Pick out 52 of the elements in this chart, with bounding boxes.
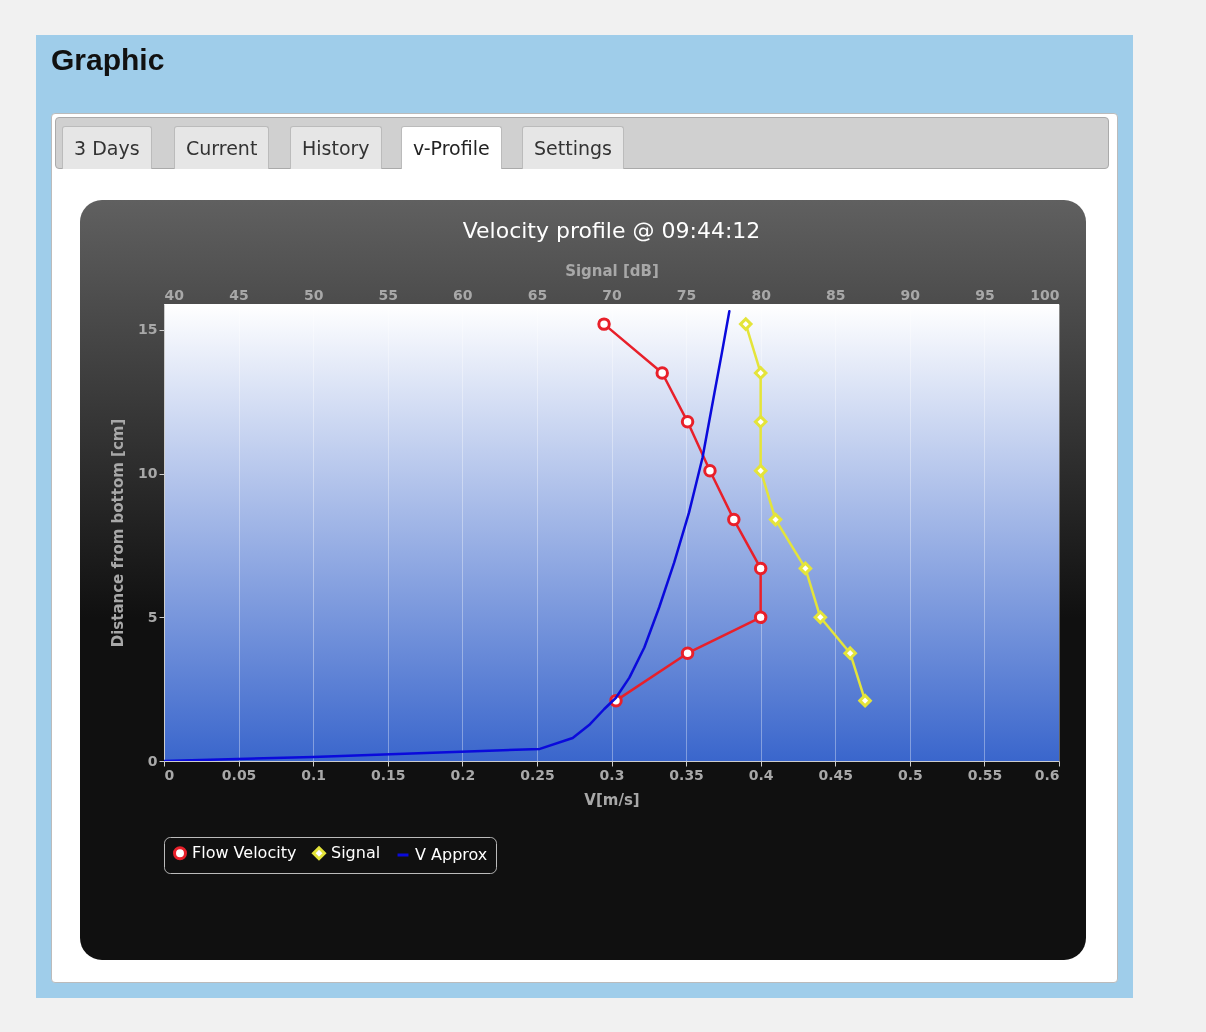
text: v-Profile (401, 126, 502, 169)
x2-tick-label: 75 (676, 286, 697, 303)
x2-tick-label: 80 (751, 286, 772, 303)
x2-tick-label: 90 (900, 286, 921, 303)
text: 3 Days (62, 126, 152, 169)
legend-label: Signal (331, 843, 381, 863)
x2-tick-label: 85 (826, 286, 846, 303)
x-tick-label: 0.05 (221, 766, 257, 783)
x-tick-label: 0.15 (370, 766, 406, 783)
x-tick-label: 0.1 (301, 766, 327, 783)
chart-title: Velocity profile @ 09:44:12 (462, 218, 761, 243)
point (655, 366, 669, 380)
x-tick-label: 0.25 (520, 766, 555, 783)
text: Current (174, 126, 270, 169)
y-axis-title: Distance from bottom [cm] (109, 418, 128, 648)
x2-tick-label: 95 (975, 286, 995, 303)
point (753, 561, 768, 576)
x-tick-label: 0 (164, 766, 175, 783)
x-tick-label: 0.4 (748, 766, 774, 783)
x-tick-label: 0.35 (669, 766, 704, 783)
point (680, 646, 695, 660)
point (727, 512, 741, 527)
point (703, 463, 717, 478)
x2-tick-label: 100 (1030, 286, 1060, 303)
y-tick-label: 15 (138, 321, 158, 338)
x-tick-label: 0.3 (599, 766, 625, 783)
y-tick-label: 0 (147, 752, 158, 769)
x-axis-title: V[m/s] (584, 790, 640, 809)
text: Settings (522, 126, 624, 169)
line-series (164, 309, 731, 761)
text: History (290, 126, 382, 169)
point (680, 415, 695, 429)
x2-tick-label: 55 (378, 286, 398, 303)
x-tick-label: 0.55 (967, 766, 1003, 783)
x2-tick-label: 65 (527, 286, 548, 303)
x2-tick-label: 45 (229, 286, 249, 303)
y-tick-label: 5 (147, 608, 158, 625)
x2-tick-label: 60 (453, 286, 473, 303)
x2-tick-label: 70 (602, 286, 622, 303)
x2-tick-label: 50 (303, 286, 324, 303)
x-tick-label: 0.5 (897, 766, 923, 783)
x2-axis-title: Signal [dB] (565, 261, 659, 280)
y-tick-label: 10 (138, 465, 158, 482)
legend-label: V Approx (415, 845, 488, 864)
point (753, 610, 768, 625)
x-tick-label: 0.6 (1034, 766, 1060, 783)
x-tick-label: 0.2 (450, 766, 476, 783)
point (597, 317, 611, 331)
x-tick-label: 0.45 (818, 766, 854, 783)
x2-tick-label: 40 (164, 286, 185, 303)
text: Graphic (51, 43, 165, 77)
legend-label: Flow Velocity (192, 843, 297, 863)
